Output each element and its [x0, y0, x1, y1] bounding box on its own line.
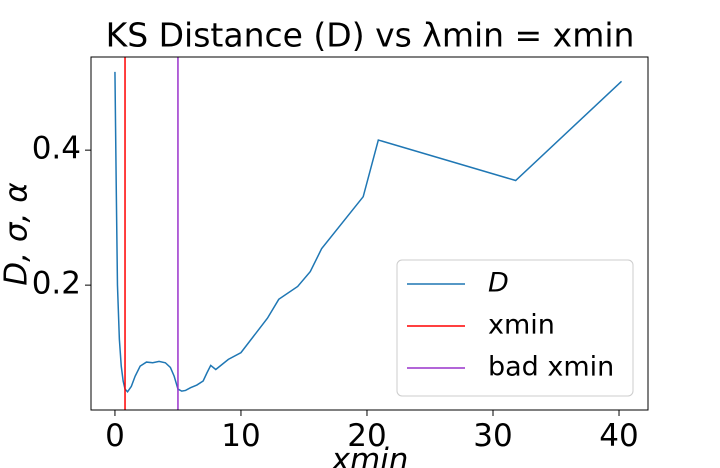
y-tick-label: 0.4	[32, 131, 81, 167]
legend-label: xmin	[488, 310, 555, 341]
chart-title: KS Distance (D) vs λmin = xmin	[106, 16, 635, 55]
legend-box	[396, 259, 634, 397]
x-tick-label: 40	[599, 418, 638, 454]
plot-frame	[90, 56, 649, 411]
legend-label: bad xmin	[488, 352, 614, 383]
x-tick-label: 30	[473, 418, 512, 454]
x-tick-label: 20	[347, 418, 386, 454]
x-axis-label: xmin	[331, 442, 409, 468]
x-tick-label: 10	[221, 418, 260, 454]
y-tick-label: 0.2	[32, 266, 81, 302]
x-tick-label: 0	[105, 418, 125, 454]
y-axis-label: D, σ, α	[0, 182, 35, 285]
legend-label: D	[488, 268, 509, 299]
